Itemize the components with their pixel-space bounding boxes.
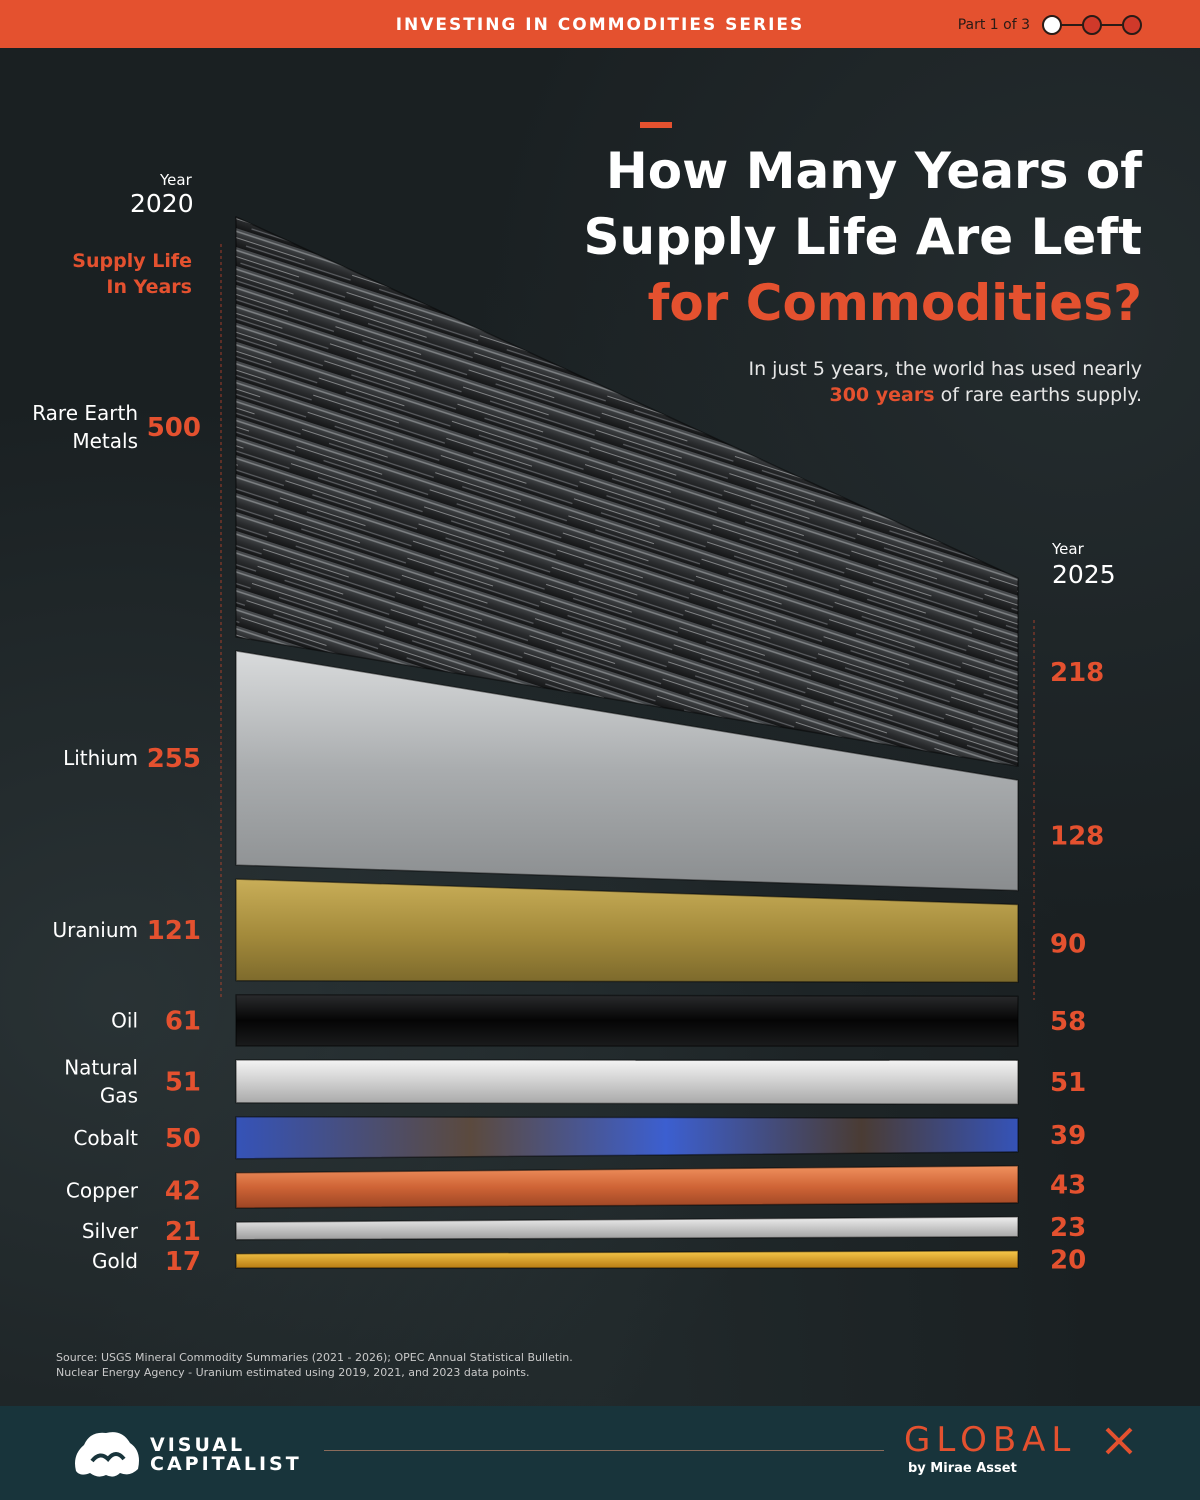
supply-life-line-1: Supply Life <box>72 250 192 272</box>
category-label-lithium: Lithium <box>63 746 138 770</box>
value-2020-copper: 42 <box>165 1176 201 1206</box>
vc-line-2: CAPITALIST <box>150 1453 302 1475</box>
category-label-gold: Gold <box>92 1249 138 1273</box>
category-label-natural-gas: Natural Gas <box>64 1055 138 1107</box>
title-line-3: for Commodities? <box>647 274 1142 332</box>
value-2025-gold: 20 <box>1050 1245 1086 1275</box>
footer-bar <box>0 1406 1200 1500</box>
bar-gold <box>235 1250 1019 1269</box>
title-line-1: How Many Years of <box>605 142 1142 200</box>
left-year-value: 2020 <box>130 189 194 218</box>
bar-rare-earth-metals <box>235 216 1019 767</box>
global-x-x-icon <box>1105 1427 1133 1455</box>
title-line-2: Supply Life Are Left <box>583 208 1143 266</box>
category-label-cobalt: Cobalt <box>73 1126 138 1150</box>
left-year-label: Year <box>160 171 192 189</box>
part-progress-icon <box>1042 15 1142 35</box>
bar-silver <box>235 1216 1019 1241</box>
global-x-subtitle: by Mirae Asset <box>908 1461 1017 1476</box>
value-2020-silver: 21 <box>165 1217 201 1247</box>
subtitle: In just 5 years, the world has used near… <box>642 356 1142 408</box>
footer-divider <box>324 1450 884 1451</box>
value-2025-uranium: 90 <box>1050 929 1086 959</box>
bar-copper <box>235 1165 1019 1209</box>
subtitle-text-end: of rare earths supply. <box>934 384 1142 406</box>
supply-life-heading: Supply Life In Years <box>42 248 192 300</box>
bar-oil <box>235 993 1019 1047</box>
category-label-copper: Copper <box>66 1178 139 1202</box>
category-label-oil: Oil <box>111 1008 138 1032</box>
supply-life-line-2: In Years <box>106 276 192 298</box>
source-line-2: Nuclear Energy Agency - Uranium estimate… <box>56 1366 530 1379</box>
category-label-silver: Silver <box>82 1219 139 1243</box>
value-2025-natural-gas: 51 <box>1050 1068 1086 1098</box>
category-label-rare-earth-metals: Rare Earth Metals <box>32 401 138 453</box>
value-2025-cobalt: 39 <box>1050 1121 1086 1151</box>
title-accent-bar <box>640 122 672 128</box>
vc-line-1: VISUAL <box>150 1434 246 1456</box>
value-2025-lithium: 128 <box>1050 821 1104 851</box>
value-2020-natural-gas: 51 <box>165 1067 201 1097</box>
value-2020-gold: 17 <box>165 1247 201 1277</box>
subtitle-highlight: 300 years <box>829 384 935 406</box>
page-title: How Many Years of Supply Life Are Left f… <box>522 138 1143 336</box>
bar-lithium <box>235 650 1019 892</box>
series-title: INVESTING IN COMMODITIES SERIES <box>395 15 805 35</box>
subtitle-text: In just 5 years, the world has used near… <box>748 358 1142 380</box>
source-line-1: Source: USGS Mineral Commodity Summaries… <box>56 1351 573 1364</box>
value-2025-oil: 58 <box>1050 1007 1086 1037</box>
category-label-uranium: Uranium <box>52 918 138 942</box>
top-banner <box>0 0 1200 48</box>
supply-life-chart: Rare Earth Metals 500 218 Lithium 255 128 Urani… <box>32 216 1104 1277</box>
value-2020-uranium: 121 <box>147 916 201 946</box>
value-2020-rare-earth-metals: 500 <box>147 413 201 443</box>
value-2025-silver: 23 <box>1050 1213 1086 1243</box>
visual-capitalist-wordmark: VISUAL CAPITALIST <box>150 1436 320 1474</box>
value-2025-copper: 43 <box>1050 1170 1086 1200</box>
part-label: Part 1 of 3 <box>957 17 1030 33</box>
source-note: Source: USGS Mineral Commodity Summaries… <box>56 1350 756 1380</box>
visual-capitalist-logo-icon <box>75 1432 139 1477</box>
bar-uranium <box>235 878 1019 983</box>
right-year-label: Year <box>1052 540 1084 558</box>
bar-natural-gas <box>235 1059 1019 1105</box>
right-year-value: 2025 <box>1052 560 1116 589</box>
value-2020-cobalt: 50 <box>165 1124 201 1154</box>
value-2020-oil: 61 <box>165 1006 201 1036</box>
bar-cobalt <box>235 1116 1019 1160</box>
value-2020-lithium: 255 <box>147 744 201 774</box>
value-2025-rare-earth-metals: 218 <box>1050 658 1104 688</box>
global-x-wordmark: GLOBAL <box>904 1420 1077 1460</box>
